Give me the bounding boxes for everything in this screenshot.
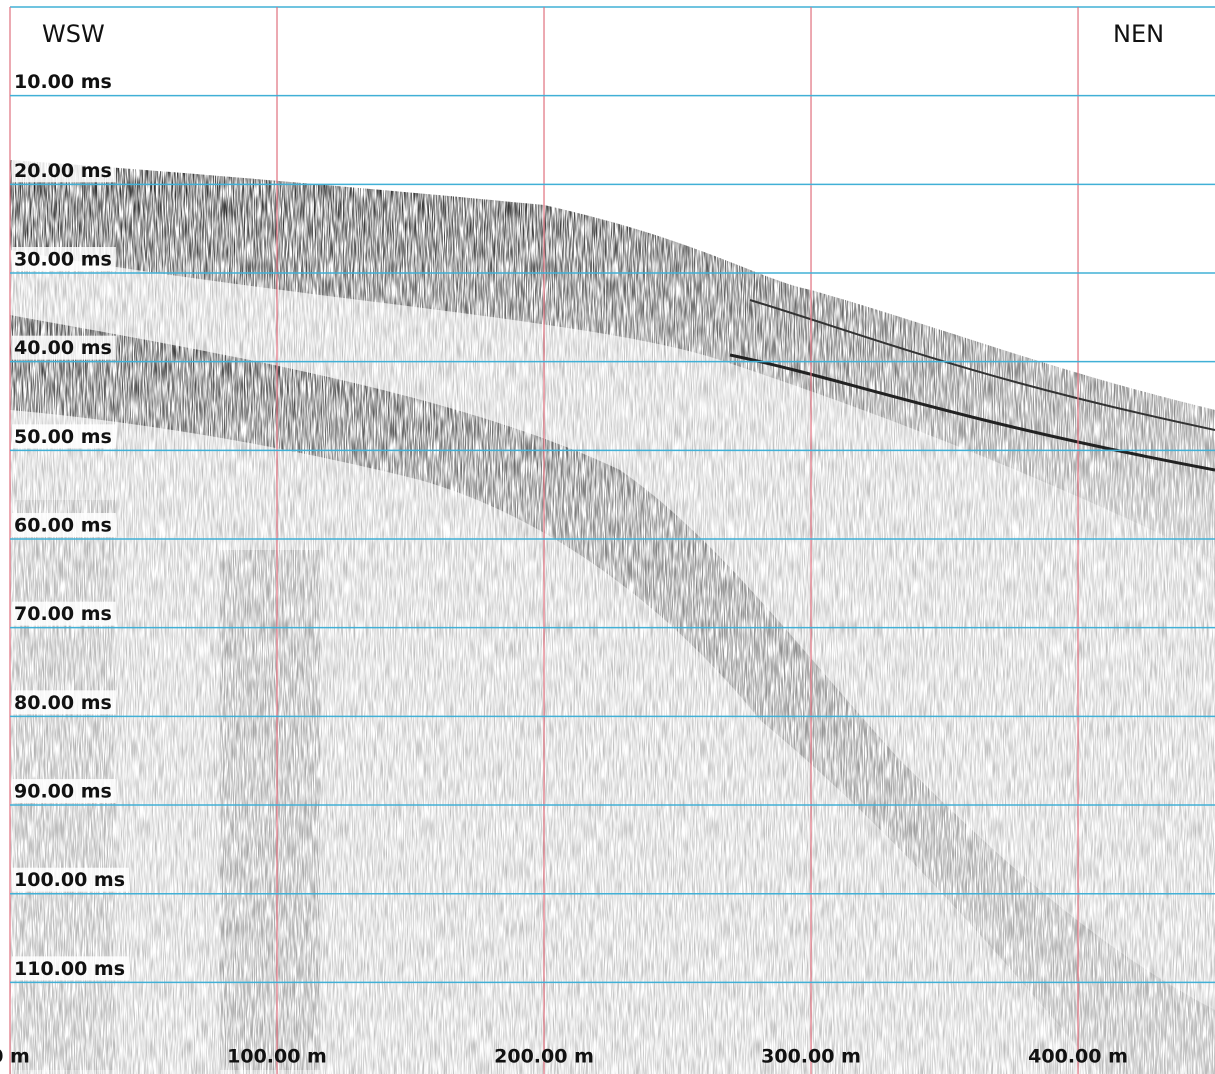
x-tick-label: 0 m [0,1046,30,1068]
tick-label-background [12,779,116,804]
tick-label-background [12,867,130,892]
tick-label-background [12,69,116,94]
seismic-image [10,7,1215,1074]
y-tick-label: 100.00 ms [14,869,125,891]
tick-label-background [12,513,116,538]
y-tick-label: 40.00 ms [14,337,112,359]
y-tick-label: 50.00 ms [14,426,112,448]
y-tick-label: 80.00 ms [14,692,112,714]
y-tick-label: 110.00 ms [14,958,125,980]
x-tick-label: 400.00 m [1028,1046,1128,1068]
tick-label-background [12,158,116,183]
lower-reflector [10,315,1215,1074]
tick-labels: 0 m 100.00 m 200.00 m 300.00 m 400.00 m 10.00… [0,69,1128,1068]
x-tick-label: 200.00 m [494,1046,594,1068]
tick-label-background [12,956,130,981]
annotation: WSW [42,20,105,48]
y-tick-label: 10.00 ms [14,71,112,93]
y-tick-label: 90.00 ms [14,781,112,803]
x-tick-label: 300.00 m [761,1046,861,1068]
upper-reflector [10,160,1215,560]
grid [9,7,1215,1074]
tick-label-background [12,247,116,272]
annotation: NEN [1113,20,1164,48]
y-tick-label: 60.00 ms [14,515,112,537]
y-tick-label: 70.00 ms [14,603,112,625]
tick-label-background [12,601,116,626]
tick-label-background [12,690,116,715]
x-tick-label: 100.00 m [227,1046,327,1068]
tick-label-background [12,424,116,449]
y-tick-label: 30.00 ms [14,249,112,271]
vertical-streak [220,550,320,1070]
y-tick-label: 20.00 ms [14,160,112,182]
tick-label-background [12,335,116,360]
